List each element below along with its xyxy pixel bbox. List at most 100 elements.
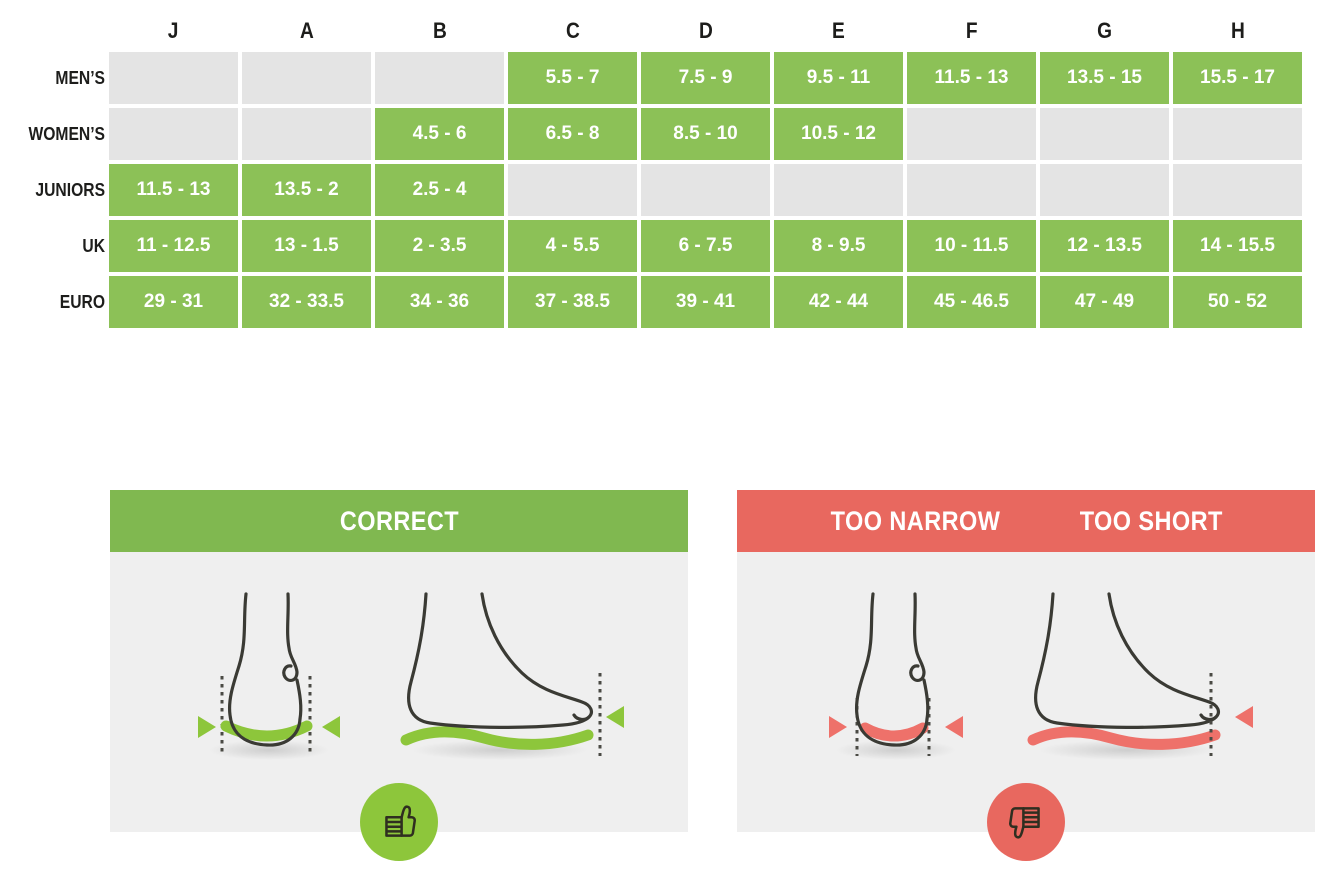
size-cell	[1173, 164, 1302, 216]
size-cell: 8.5 - 10	[641, 108, 770, 160]
foot-top-outline	[1107, 592, 1220, 722]
size-cell	[508, 164, 637, 216]
correct-figures	[110, 552, 688, 763]
column-header-d: D	[641, 14, 770, 48]
width-arrow-left-icon	[829, 716, 847, 738]
size-cell	[1173, 108, 1302, 160]
heel-outline-right	[282, 592, 299, 683]
size-cell	[774, 164, 903, 216]
thumbs-down-badge	[987, 783, 1065, 861]
size-cell: 10.5 - 12	[774, 108, 903, 160]
size-cell: 14 - 15.5	[1173, 220, 1302, 272]
row-label-euro: EURO	[30, 276, 105, 328]
too-short-title: TOO SHORT	[1079, 505, 1224, 536]
column-header-c: C	[508, 14, 637, 48]
sole-band	[1027, 726, 1221, 750]
heel-width-correct-figure	[198, 592, 340, 760]
size-cell: 8 - 9.5	[774, 220, 903, 272]
size-cell: 39 - 41	[641, 276, 770, 328]
fit-guide: CORRECT	[110, 490, 1332, 861]
size-cell	[242, 108, 371, 160]
size-cell: 6.5 - 8	[508, 108, 637, 160]
size-cell	[109, 108, 238, 160]
heel-too-narrow-figure	[829, 592, 963, 760]
incorrect-panel: TOO NARROW TOO SHORT	[737, 490, 1315, 861]
size-cell	[109, 52, 238, 104]
size-cell: 32 - 33.5	[242, 276, 371, 328]
size-cell: 4 - 5.5	[508, 220, 637, 272]
correct-panel: CORRECT	[110, 490, 688, 861]
thumbs-up-badge	[360, 783, 438, 861]
size-cell: 13.5 - 15	[1040, 52, 1169, 104]
foot-shadow	[209, 740, 329, 760]
column-header-e: E	[774, 14, 903, 48]
incorrect-figures	[737, 552, 1315, 763]
correct-title: CORRECT	[339, 505, 459, 536]
size-cell	[907, 164, 1036, 216]
size-cell	[242, 52, 371, 104]
thumbs-up-icon	[385, 805, 416, 837]
column-header-a: A	[242, 14, 371, 48]
heel-outline-left	[854, 592, 929, 747]
size-cell: 7.5 - 9	[641, 52, 770, 104]
width-arrow-right-icon	[945, 716, 963, 738]
row-label-juniors: JUNIORS	[30, 164, 105, 216]
thumbs-down-icon	[1009, 807, 1040, 839]
column-header-h: H	[1173, 14, 1302, 48]
corner-spacer	[30, 14, 105, 48]
column-header-j: J	[109, 14, 238, 48]
size-cell: 37 - 38.5	[508, 276, 637, 328]
size-cell: 34 - 36	[375, 276, 504, 328]
foot-sole-outline	[407, 592, 591, 729]
heel-outline-right-lower	[295, 678, 303, 721]
sole-band	[859, 722, 929, 742]
size-cell: 13 - 1.5	[242, 220, 371, 272]
size-cell: 5.5 - 7	[508, 52, 637, 104]
size-cell: 6 - 7.5	[641, 220, 770, 272]
size-cell: 12 - 13.5	[1040, 220, 1169, 272]
row-label-womens: WOMEN’S	[28, 108, 105, 160]
column-header-f: F	[907, 14, 1036, 48]
size-cell	[1040, 164, 1169, 216]
size-cell: 42 - 44	[774, 276, 903, 328]
incorrect-panel-header: TOO NARROW TOO SHORT	[737, 490, 1315, 552]
size-cell: 11.5 - 13	[907, 52, 1036, 104]
heel-outline-right	[909, 592, 926, 683]
foot-top-outline	[480, 592, 593, 722]
size-cell: 4.5 - 6	[375, 108, 504, 160]
column-header-g: G	[1040, 14, 1169, 48]
size-cell: 11.5 - 13	[109, 164, 238, 216]
size-cell	[375, 52, 504, 104]
width-arrow-right-icon	[322, 716, 340, 738]
size-cell: 13.5 - 2	[242, 164, 371, 216]
sole-band	[400, 726, 594, 750]
row-label-mens: MEN’S	[30, 52, 105, 104]
heel-outline-left	[227, 592, 302, 747]
correct-panel-header: CORRECT	[110, 490, 688, 552]
size-cell: 47 - 49	[1040, 276, 1169, 328]
width-arrow-left-icon	[198, 716, 216, 738]
length-arrow-icon	[606, 706, 624, 728]
size-cell: 2 - 3.5	[375, 220, 504, 272]
size-cell: 2.5 - 4	[375, 164, 504, 216]
size-cell: 11 - 12.5	[109, 220, 238, 272]
foot-sole-outline	[1034, 592, 1218, 729]
size-cell: 9.5 - 11	[774, 52, 903, 104]
too-narrow-title: TOO NARROW	[830, 505, 1001, 536]
incorrect-panel-body	[737, 552, 1315, 861]
foot-shadow	[836, 740, 956, 760]
size-cell: 45 - 46.5	[907, 276, 1036, 328]
size-chart-table: J A B C D E F G H MEN’S 5.5 - 7 7.5 - 9 …	[28, 14, 1306, 328]
heel-outline-right-lower	[922, 678, 930, 721]
column-header-b: B	[375, 14, 504, 48]
size-cell: 29 - 31	[109, 276, 238, 328]
row-label-uk: UK	[30, 220, 105, 272]
size-cell: 50 - 52	[1173, 276, 1302, 328]
size-cell: 10 - 11.5	[907, 220, 1036, 272]
correct-panel-body	[110, 552, 688, 861]
foot-length-correct-figure	[400, 592, 624, 760]
foot-too-short-figure	[1027, 592, 1253, 760]
size-cell	[907, 108, 1036, 160]
size-cell	[641, 164, 770, 216]
length-arrow-icon	[1235, 706, 1253, 728]
